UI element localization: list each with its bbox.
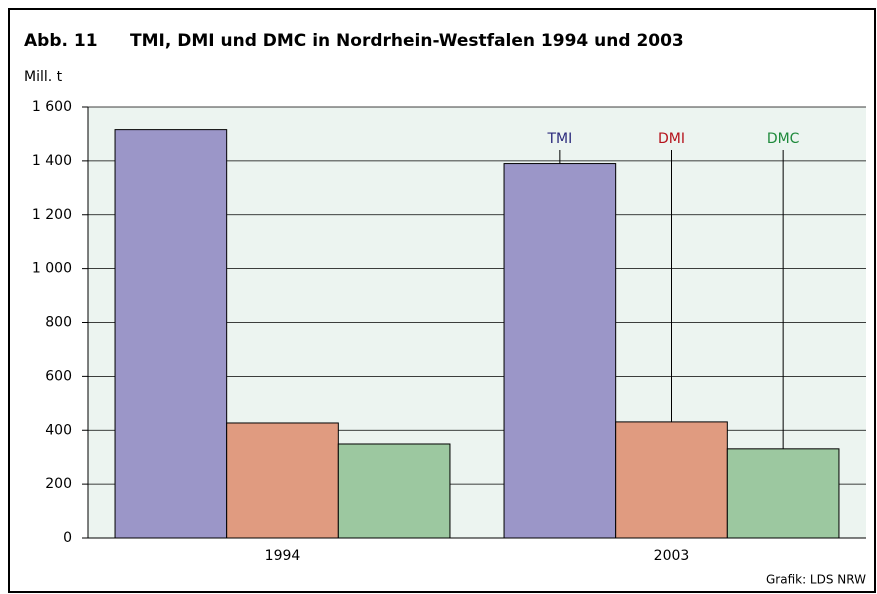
chart-title: TMI, DMI und DMC in Nordrhein-Westfalen … xyxy=(130,31,684,51)
y-tick-label: 1 600 xyxy=(32,99,72,115)
y-tick-label: 400 xyxy=(45,422,72,438)
y-tick-label: 600 xyxy=(45,368,72,384)
bar xyxy=(226,422,339,539)
y-tick-label: 200 xyxy=(45,476,72,492)
source: Grafik: LDS NRW xyxy=(766,573,866,587)
x-tick-label: 2003 xyxy=(654,548,690,564)
y-axis-label: Mill. t xyxy=(24,69,63,85)
bar xyxy=(337,443,451,539)
bar xyxy=(726,448,840,539)
legend-label: DMI xyxy=(658,131,685,147)
x-tick-label: 1994 xyxy=(265,548,301,564)
legend-label: DMC xyxy=(767,131,800,147)
y-tick-label: 800 xyxy=(45,315,72,331)
legend-label: TMI xyxy=(546,131,572,147)
bar xyxy=(114,129,228,539)
bar xyxy=(503,163,617,539)
figure-label: Abb. 11 xyxy=(24,31,98,51)
y-tick-label: 1 200 xyxy=(32,207,72,223)
y-tick-label: 1 400 xyxy=(32,153,72,169)
bar xyxy=(615,421,728,539)
y-tick-label: 0 xyxy=(63,530,72,546)
y-tick-label: 1 000 xyxy=(32,261,72,277)
